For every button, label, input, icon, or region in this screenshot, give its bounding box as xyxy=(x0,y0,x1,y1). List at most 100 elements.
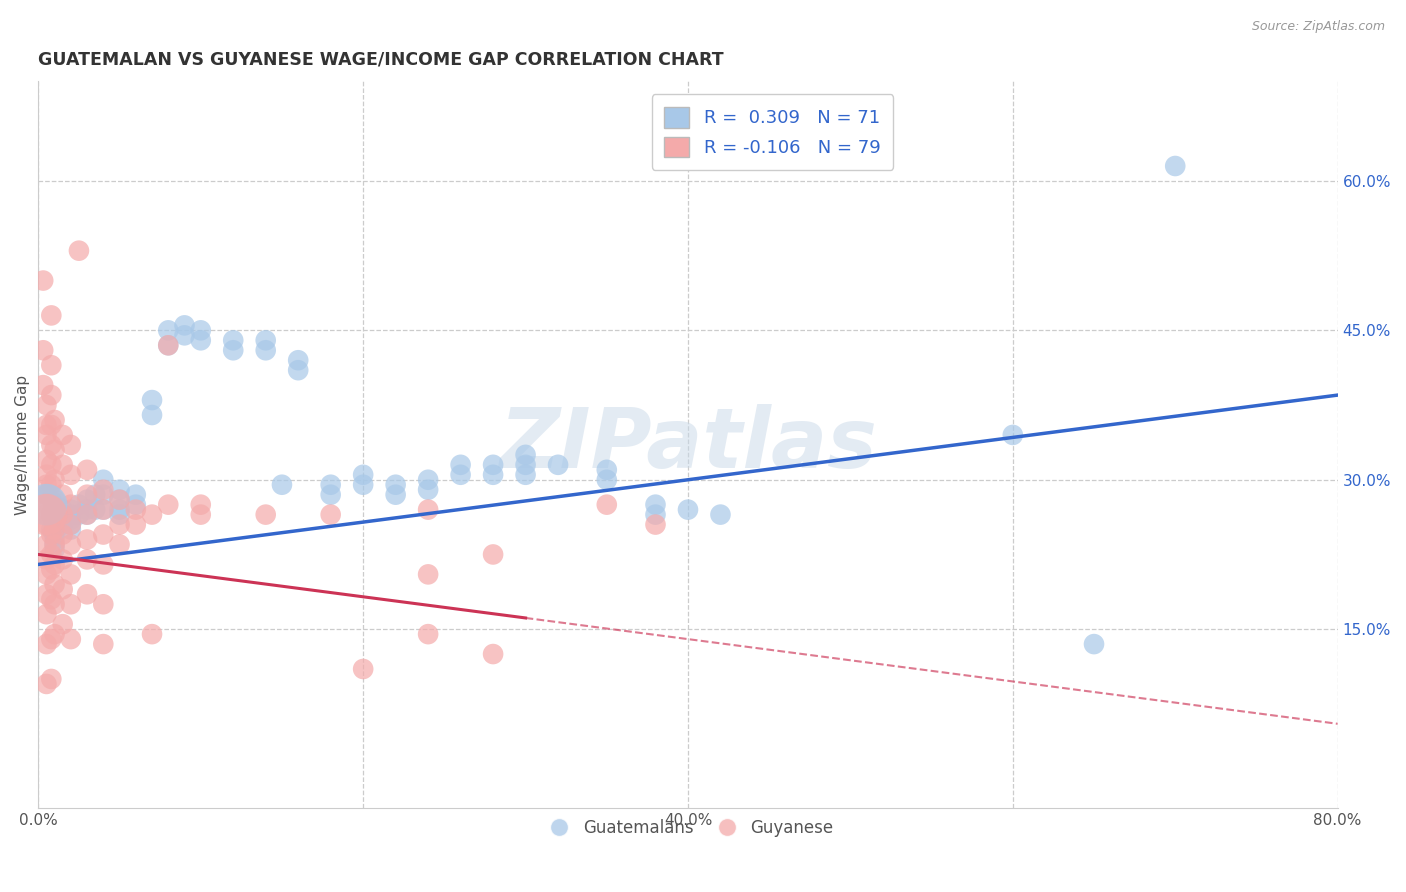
Point xyxy=(52,527,75,541)
Point xyxy=(41,492,63,507)
Point xyxy=(319,508,342,522)
Point xyxy=(76,587,98,601)
Point xyxy=(59,632,82,647)
Point xyxy=(32,378,55,392)
Point xyxy=(44,508,66,522)
Point xyxy=(32,274,55,288)
Point xyxy=(482,467,505,482)
Point xyxy=(59,597,82,611)
Point xyxy=(319,488,342,502)
Point xyxy=(44,473,66,487)
Point xyxy=(108,492,131,507)
Point xyxy=(44,577,66,591)
Point xyxy=(108,537,131,551)
Point xyxy=(108,502,131,516)
Point xyxy=(91,597,114,611)
Point xyxy=(76,552,98,566)
Point xyxy=(596,498,619,512)
Point xyxy=(515,448,537,462)
Text: ZIPatlas: ZIPatlas xyxy=(499,404,877,485)
Point xyxy=(644,517,666,532)
Point xyxy=(515,467,537,482)
Point xyxy=(67,244,90,258)
Point xyxy=(416,567,439,582)
Point xyxy=(44,537,66,551)
Point xyxy=(254,508,277,522)
Point xyxy=(450,458,472,472)
Point xyxy=(41,548,63,562)
Point xyxy=(676,502,699,516)
Point xyxy=(35,587,58,601)
Point xyxy=(59,537,82,551)
Point xyxy=(125,517,148,532)
Point xyxy=(157,338,180,352)
Point xyxy=(44,523,66,537)
Point xyxy=(52,617,75,632)
Point xyxy=(125,502,148,516)
Point xyxy=(52,582,75,597)
Point xyxy=(41,523,63,537)
Point xyxy=(44,537,66,551)
Point xyxy=(125,498,148,512)
Point xyxy=(352,477,374,491)
Point xyxy=(35,398,58,412)
Point xyxy=(319,477,342,491)
Point xyxy=(59,467,82,482)
Point xyxy=(35,417,58,432)
Point xyxy=(91,637,114,651)
Point xyxy=(44,523,66,537)
Point xyxy=(1164,159,1187,173)
Point xyxy=(1001,428,1024,442)
Point xyxy=(67,498,90,512)
Point xyxy=(416,473,439,487)
Point xyxy=(41,438,63,452)
Point xyxy=(35,428,58,442)
Point xyxy=(91,527,114,541)
Point xyxy=(52,513,75,527)
Point xyxy=(41,527,63,541)
Point xyxy=(44,492,66,507)
Point xyxy=(59,502,82,516)
Point xyxy=(157,323,180,337)
Point xyxy=(91,473,114,487)
Point xyxy=(108,492,131,507)
Point xyxy=(32,343,55,358)
Point xyxy=(44,442,66,457)
Point xyxy=(52,508,75,522)
Point xyxy=(287,353,309,368)
Point xyxy=(59,567,82,582)
Point xyxy=(222,334,245,348)
Point xyxy=(44,558,66,572)
Point xyxy=(157,338,180,352)
Point xyxy=(44,542,66,557)
Point xyxy=(44,527,66,541)
Point xyxy=(141,408,163,422)
Point xyxy=(35,467,58,482)
Point xyxy=(141,393,163,408)
Point xyxy=(41,388,63,402)
Point xyxy=(59,517,82,532)
Point xyxy=(44,597,66,611)
Point xyxy=(254,343,277,358)
Point xyxy=(352,662,374,676)
Point xyxy=(222,343,245,358)
Point xyxy=(108,508,131,522)
Point xyxy=(59,517,82,532)
Point xyxy=(84,502,107,516)
Point xyxy=(596,473,619,487)
Point xyxy=(59,513,82,527)
Point xyxy=(108,517,131,532)
Legend: Guatemalans, Guyanese: Guatemalans, Guyanese xyxy=(536,813,839,844)
Point xyxy=(35,607,58,622)
Point xyxy=(190,323,212,337)
Point xyxy=(141,508,163,522)
Point xyxy=(44,627,66,641)
Point xyxy=(35,517,58,532)
Point xyxy=(59,438,82,452)
Point xyxy=(1083,637,1105,651)
Point xyxy=(384,488,406,502)
Point xyxy=(52,502,75,516)
Point xyxy=(44,517,66,532)
Point xyxy=(52,458,75,472)
Point xyxy=(76,508,98,522)
